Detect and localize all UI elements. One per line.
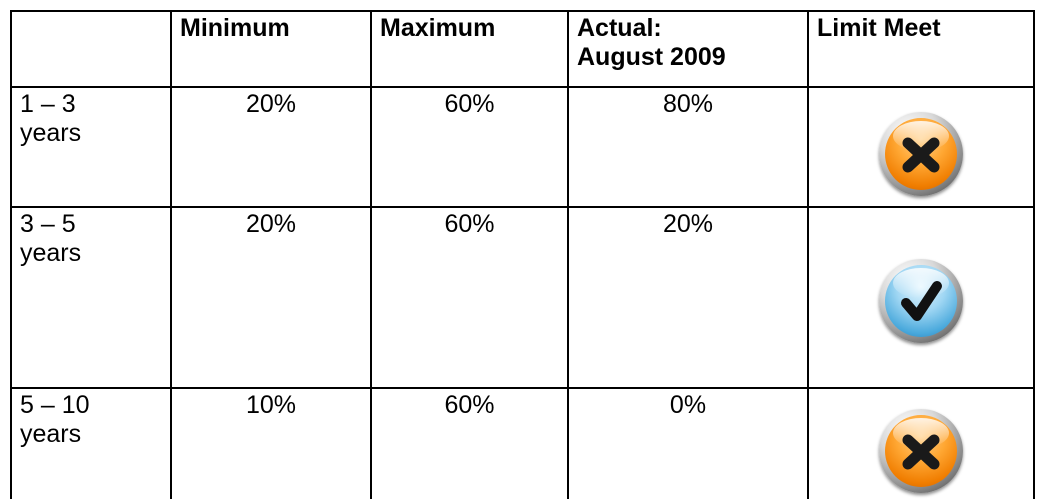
column-divider [370, 10, 372, 499]
column-divider [1033, 10, 1035, 499]
limit-meet-cell [809, 246, 1033, 356]
cell-actual: 80% [662, 90, 714, 118]
column-divider [170, 10, 172, 499]
cell-maximum: 60% [444, 391, 495, 419]
row-divider [10, 387, 1035, 389]
row-label-3-5-years: 3 – 5 years [20, 210, 82, 267]
cell-actual: 20% [662, 210, 714, 238]
x-icon [879, 112, 963, 196]
column-divider [807, 10, 809, 499]
row-divider [10, 86, 1035, 88]
row-divider [10, 206, 1035, 208]
limits-table: Minimum Maximum Actual: August 2009 Limi… [10, 10, 1035, 499]
header-limit-meet: Limit Meet [817, 14, 941, 42]
table-border-top [10, 10, 1035, 12]
cell-minimum: 20% [245, 210, 297, 238]
row-label-1-3-years: 1 – 3 years [20, 90, 82, 147]
header-actual: Actual: August 2009 [577, 14, 726, 71]
cell-maximum: 60% [444, 210, 495, 238]
limit-meet-cell [809, 402, 1033, 499]
cell-actual: 0% [669, 391, 707, 419]
header-maximum: Maximum [380, 14, 496, 42]
column-divider [567, 10, 569, 499]
cell-minimum: 10% [245, 391, 297, 419]
column-divider [10, 10, 12, 499]
cell-minimum: 20% [245, 90, 297, 118]
cell-maximum: 60% [444, 90, 495, 118]
check-icon [879, 259, 963, 343]
row-label-5-10-years: 5 – 10 years [20, 391, 90, 448]
x-icon [879, 408, 963, 493]
limit-meet-cell [809, 102, 1033, 206]
header-minimum: Minimum [180, 14, 290, 42]
